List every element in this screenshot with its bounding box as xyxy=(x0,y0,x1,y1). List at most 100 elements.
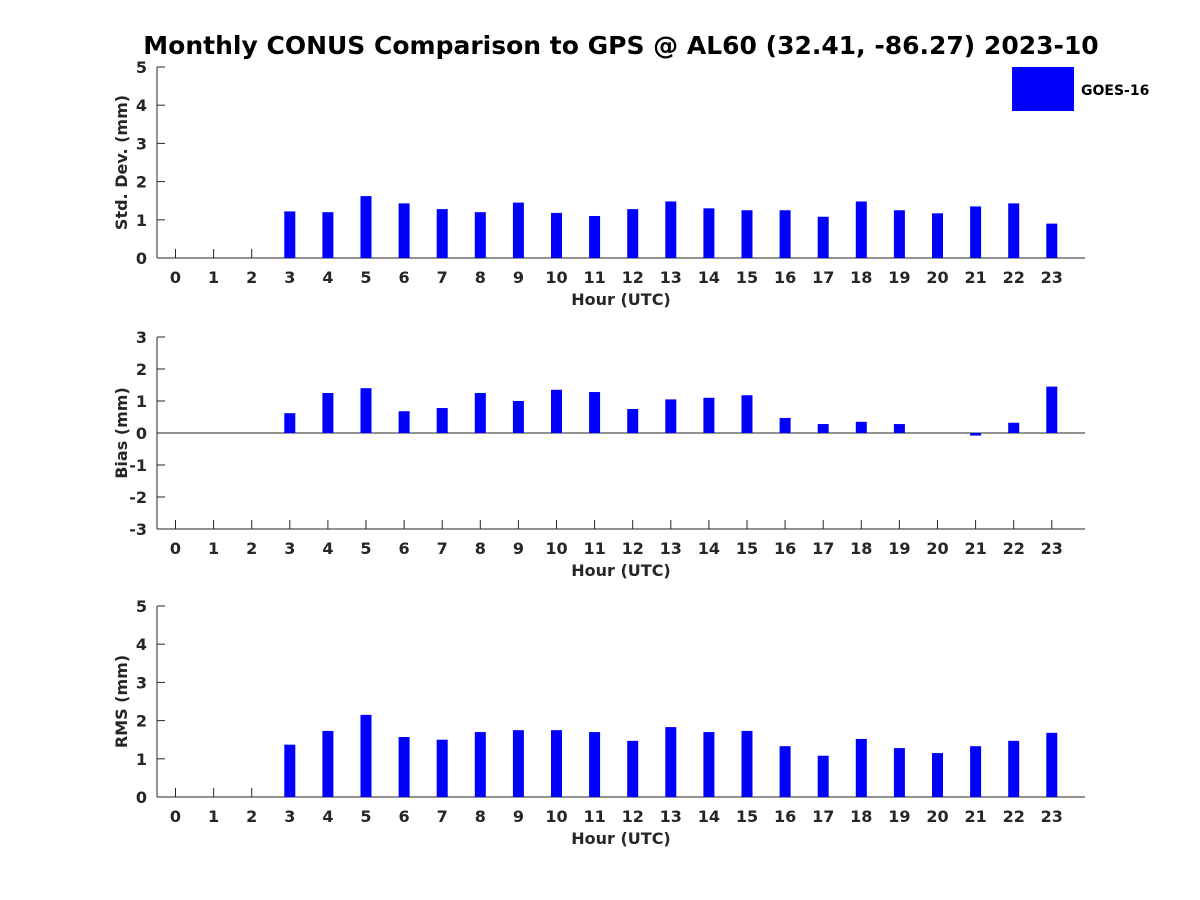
x-tick-label: 23 xyxy=(1041,539,1063,558)
x-tick-label: 14 xyxy=(698,807,720,826)
x-tick-label: 22 xyxy=(1003,539,1025,558)
bar-hour-23 xyxy=(1046,223,1058,258)
x-tick-label: 2 xyxy=(246,268,257,287)
x-axis-label: Hour (UTC) xyxy=(571,829,671,848)
x-tick-label: 1 xyxy=(208,539,219,558)
bar-hour-15 xyxy=(741,730,753,797)
bar-hour-10 xyxy=(551,212,562,258)
x-tick-label: 20 xyxy=(926,268,948,287)
x-tick-label: 19 xyxy=(888,539,910,558)
y-tick-label: 3 xyxy=(136,134,147,153)
bar-hour-8 xyxy=(474,732,486,797)
y-tick-label: 1 xyxy=(136,211,147,230)
x-tick-label: 20 xyxy=(926,807,948,826)
bar-hour-13 xyxy=(665,399,677,433)
bar-hour-11 xyxy=(589,392,601,433)
bar-hour-6 xyxy=(398,203,410,258)
bar-hour-15 xyxy=(741,210,753,258)
x-tick-label: 15 xyxy=(736,539,758,558)
x-tick-label: 2 xyxy=(246,539,257,558)
x-tick-label: 4 xyxy=(322,268,333,287)
bar-hour-10 xyxy=(551,730,562,797)
bar-hour-12 xyxy=(627,740,639,797)
x-tick-label: 0 xyxy=(170,539,181,558)
bar-hour-7 xyxy=(436,739,448,797)
bar-hour-3 xyxy=(284,211,296,258)
bar-hour-7 xyxy=(436,408,448,433)
x-tick-label: 10 xyxy=(545,539,567,558)
bar-hour-17 xyxy=(817,755,829,797)
x-tick-label: 16 xyxy=(774,807,796,826)
x-tick-label: 3 xyxy=(284,807,295,826)
x-tick-label: 17 xyxy=(812,539,834,558)
x-tick-label: 1 xyxy=(208,268,219,287)
x-tick-label: 18 xyxy=(850,539,872,558)
x-axis-label: Hour (UTC) xyxy=(571,290,671,309)
bar-hour-14 xyxy=(703,208,715,258)
x-tick-label: 4 xyxy=(322,807,333,826)
bar-hour-13 xyxy=(665,201,677,258)
bar-hour-5 xyxy=(360,388,372,433)
x-tick-label: 15 xyxy=(736,807,758,826)
y-axis-label: Std. Dev. (mm) xyxy=(112,95,131,230)
legend-label: GOES-16 xyxy=(1081,83,1149,99)
y-tick-label: 1 xyxy=(136,392,147,411)
x-tick-label: 17 xyxy=(812,268,834,287)
bar-hour-4 xyxy=(322,393,334,433)
y-tick-label: 5 xyxy=(136,597,147,616)
bar-hour-21 xyxy=(970,206,982,258)
bar-hour-18 xyxy=(855,421,867,433)
x-tick-label: 8 xyxy=(475,807,486,826)
x-tick-label: 7 xyxy=(437,807,448,826)
bar-hour-5 xyxy=(360,196,372,258)
x-tick-label: 10 xyxy=(545,807,567,826)
y-tick-label: 3 xyxy=(136,673,147,692)
x-tick-label: 15 xyxy=(736,268,758,287)
x-tick-label: 13 xyxy=(660,807,682,826)
y-tick-label: 0 xyxy=(136,249,147,268)
bar-hour-21 xyxy=(970,746,982,797)
bar-hour-7 xyxy=(436,209,448,258)
bar-hour-20 xyxy=(932,753,943,797)
x-tick-label: 0 xyxy=(170,268,181,287)
bar-hour-16 xyxy=(779,210,791,258)
y-tick-label: 4 xyxy=(136,96,147,115)
x-tick-label: 14 xyxy=(698,539,720,558)
bar-hour-12 xyxy=(627,409,639,433)
bar-hour-11 xyxy=(589,732,601,797)
x-tick-label: 5 xyxy=(360,807,371,826)
bar-hour-16 xyxy=(779,746,791,797)
x-tick-label: 13 xyxy=(660,268,682,287)
bar-hour-17 xyxy=(817,216,829,258)
y-axis-label: Bias (mm) xyxy=(112,387,131,479)
x-tick-label: 11 xyxy=(583,268,605,287)
bar-hour-19 xyxy=(893,748,905,797)
y-tick-label: -2 xyxy=(129,488,147,507)
bar-hour-8 xyxy=(474,393,486,433)
x-tick-label: 2 xyxy=(246,807,257,826)
bar-hour-14 xyxy=(703,732,715,797)
y-tick-label: -1 xyxy=(129,456,147,475)
x-tick-label: 16 xyxy=(774,539,796,558)
bar-hour-12 xyxy=(627,209,639,258)
y-tick-label: 2 xyxy=(136,173,147,192)
bar-hour-15 xyxy=(741,395,753,433)
x-tick-label: 13 xyxy=(660,539,682,558)
y-tick-label: 5 xyxy=(136,58,147,77)
bar-hour-19 xyxy=(893,210,905,258)
x-tick-label: 21 xyxy=(964,539,986,558)
bar-hour-5 xyxy=(360,714,372,797)
x-tick-label: 6 xyxy=(399,539,410,558)
x-tick-label: 4 xyxy=(322,539,333,558)
y-tick-label: 2 xyxy=(136,712,147,731)
x-tick-label: 1 xyxy=(208,807,219,826)
x-tick-label: 21 xyxy=(964,268,986,287)
x-tick-label: 12 xyxy=(622,268,644,287)
x-tick-label: 22 xyxy=(1003,268,1025,287)
legend: GOES-16 xyxy=(1012,67,1149,111)
x-tick-label: 18 xyxy=(850,268,872,287)
bar-hour-10 xyxy=(551,389,562,433)
bar-hour-3 xyxy=(284,413,296,433)
